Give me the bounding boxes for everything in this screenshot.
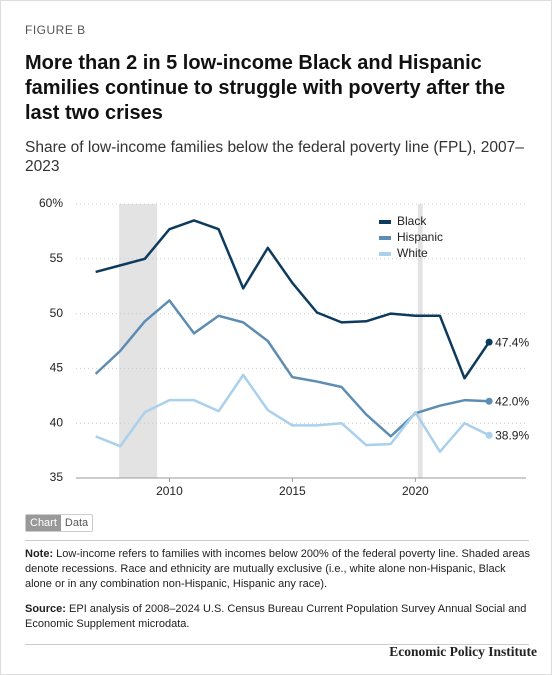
y-tick-label: 35	[50, 470, 64, 484]
chart: 35 40 45 50 55 60% 2010 2015 2020 47.4% Black 42.0%…	[39, 196, 530, 498]
series-line	[95, 373, 490, 453]
source-label: Source:	[25, 603, 66, 615]
value-label: 47.4%	[495, 335, 529, 349]
y-tick-label: 50	[50, 306, 64, 320]
series-line	[95, 219, 491, 380]
divider	[25, 644, 529, 645]
value-label: 42.0%	[495, 394, 529, 408]
note-text: Low-income refers to families with incom…	[25, 548, 531, 590]
source-text: EPI analysis of 2008–2024 U.S. Census Bu…	[25, 603, 527, 630]
y-tick-label: 45	[50, 361, 64, 375]
legend-label: Black	[397, 214, 427, 228]
view-toggle: Chart Data	[25, 514, 94, 532]
y-tick-label: 40	[50, 415, 64, 429]
chart-subtitle: Share of low-income families below the f…	[25, 139, 524, 175]
end-point	[485, 397, 493, 405]
y-tick-label: 55	[50, 251, 64, 265]
footer: Economic Policy Institute	[389, 644, 537, 659]
source: Source: EPI analysis of 2008–2024 U.S. C…	[25, 602, 535, 632]
recession-band	[417, 204, 423, 478]
legend-label: White	[397, 246, 428, 260]
figure-label: FIGURE B	[25, 23, 86, 37]
end-point	[485, 338, 493, 346]
y-tick-label: 60%	[39, 196, 63, 210]
series-line	[94, 299, 490, 438]
data-tab[interactable]: Data	[64, 517, 89, 529]
legend-label: Hispanic	[397, 230, 443, 244]
note-label: Note:	[25, 548, 54, 560]
chart-title: More than 2 in 5 low-income Black and Hi…	[25, 52, 506, 124]
recession-band	[119, 204, 158, 478]
value-label: 38.9%	[495, 428, 529, 442]
divider	[25, 540, 529, 541]
note: Note: Low-income refers to families with…	[25, 547, 535, 592]
chart-tab[interactable]: Chart	[26, 515, 61, 531]
x-tick-label: 2020	[402, 484, 429, 498]
x-tick-label: 2010	[156, 484, 183, 498]
x-tick-label: 2015	[279, 484, 306, 498]
end-point	[485, 431, 493, 439]
